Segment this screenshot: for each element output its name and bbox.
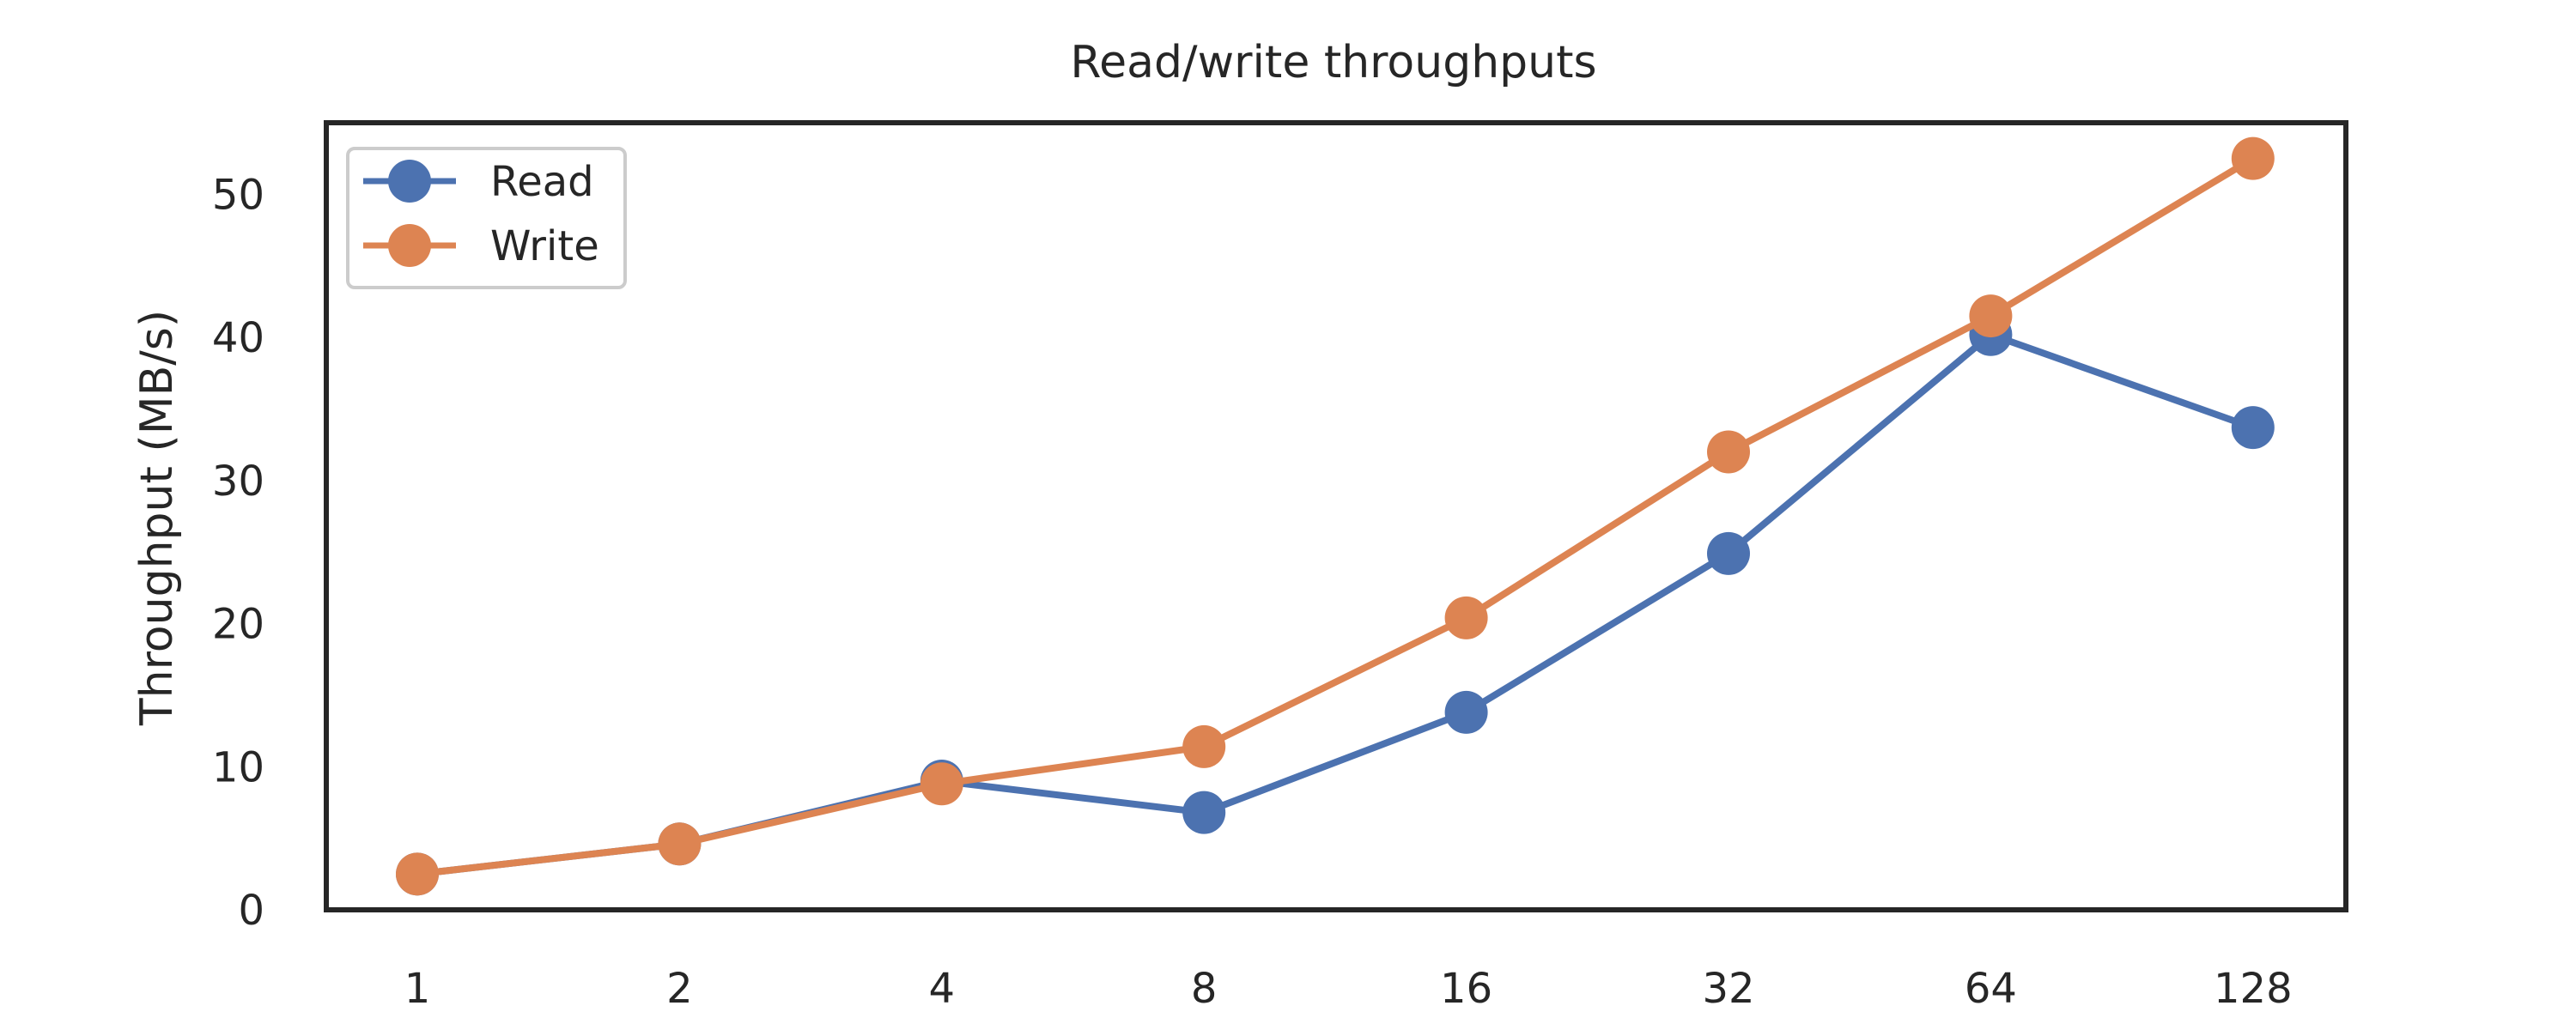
x-tick-label: 8 — [1191, 965, 1218, 1013]
data-point-write — [1707, 430, 1750, 474]
y-tick-label: 10 — [212, 743, 264, 791]
data-point-read — [1444, 690, 1488, 734]
data-point-read — [2231, 406, 2275, 450]
legend-marker-write — [388, 224, 431, 267]
x-tick-label: 32 — [1702, 965, 1754, 1013]
y-tick-label: 0 — [238, 887, 264, 935]
data-point-write — [658, 822, 702, 866]
x-tick-label: 128 — [2214, 965, 2293, 1013]
data-point-read — [1707, 531, 1750, 575]
data-point-write — [1969, 294, 2013, 338]
data-point-write — [2231, 136, 2275, 180]
y-tick-label: 50 — [212, 171, 264, 219]
data-point-write — [396, 852, 439, 896]
legend-label-write: Write — [490, 222, 599, 270]
legend-label-read: Read — [490, 158, 594, 206]
data-point-write — [920, 762, 963, 806]
plot-area: 0 10 20 30 40 50 1 2 4 8 16 32 64 128 — [212, 136, 2293, 1013]
x-tick-label: 1 — [404, 965, 431, 1013]
legend-marker-read — [388, 160, 431, 203]
y-axis-label: Throughput (MB/s) — [131, 310, 183, 726]
x-tick-label: 16 — [1440, 965, 1492, 1013]
y-tick-label: 30 — [212, 457, 264, 506]
series-line-write — [414, 154, 2257, 878]
data-point-read — [1182, 791, 1226, 834]
legend: Read Write — [346, 147, 627, 289]
x-tick-label: 2 — [666, 965, 693, 1013]
y-tick-label: 40 — [212, 314, 264, 362]
plot-frame — [324, 120, 2348, 912]
chart-title: Read/write throughputs — [1070, 37, 1596, 88]
x-tick-label: 4 — [929, 965, 956, 1013]
data-point-write — [1182, 724, 1226, 768]
x-tick-label: 64 — [1965, 965, 2017, 1013]
y-tick-label: 20 — [212, 601, 264, 649]
data-point-write — [1444, 596, 1488, 639]
